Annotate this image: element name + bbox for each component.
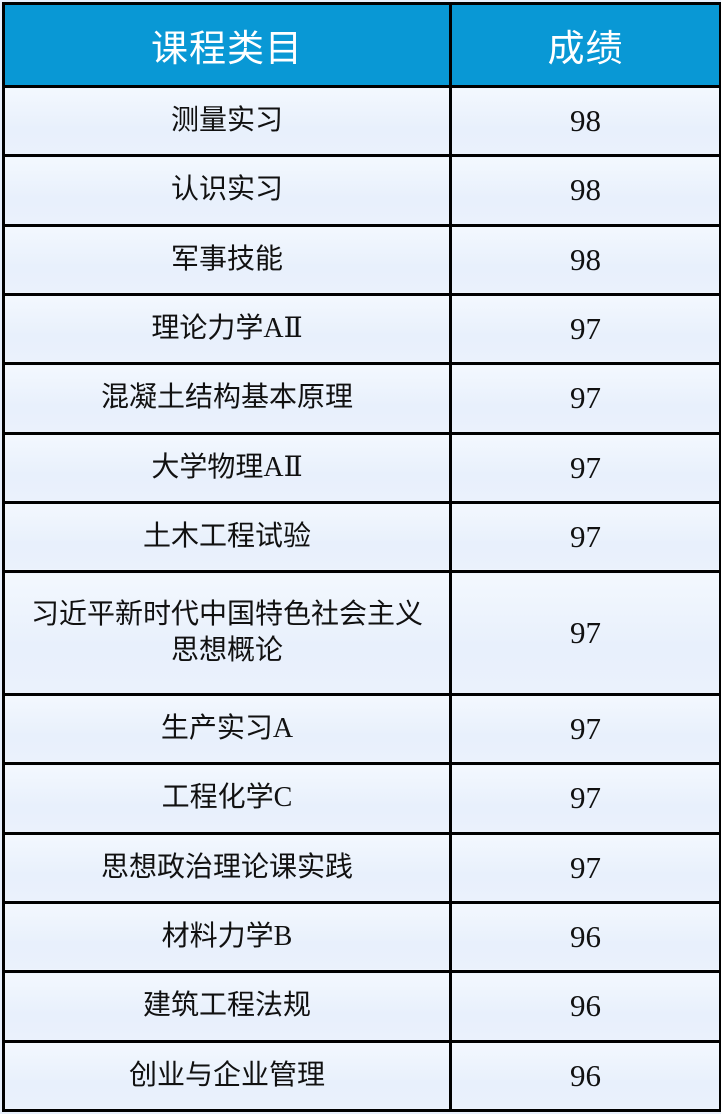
- course-cell: 建筑工程法规: [2, 970, 452, 1043]
- score-cell: 97: [449, 500, 721, 574]
- score-cell: 96: [449, 1039, 721, 1113]
- table-row: 习近平新时代中国特色社会主义思想概论 97: [2, 570, 721, 696]
- table-row: 测量实习 98: [2, 84, 721, 158]
- score-cell: 97: [449, 570, 721, 696]
- table-row: 理论力学AⅡ 97: [2, 292, 721, 366]
- course-cell: 创业与企业管理: [2, 1039, 452, 1113]
- table-row: 生产实习A 97: [2, 692, 721, 766]
- score-cell: 97: [449, 431, 721, 504]
- table-row: 创业与企业管理 96: [2, 1039, 721, 1113]
- course-cell: 生产实习A: [2, 692, 452, 766]
- table-row: 建筑工程法规 96: [2, 970, 721, 1043]
- course-cell: 测量实习: [2, 84, 452, 158]
- score-cell: 98: [449, 84, 721, 158]
- course-cell: 大学物理AⅡ: [2, 431, 452, 504]
- course-cell: 认识实习: [2, 154, 452, 227]
- column-header-course: 课程类目: [2, 2, 452, 88]
- table-row: 大学物理AⅡ 97: [2, 431, 721, 504]
- table-body: 测量实习 98 认识实习 98 军事技能 98 理论力学AⅡ 97 混凝土结构基本原理 97 大学物…: [2, 84, 721, 1113]
- course-cell: 习近平新时代中国特色社会主义思想概论: [2, 570, 452, 696]
- score-cell: 98: [449, 223, 721, 296]
- table-row: 军事技能 98: [2, 223, 721, 296]
- course-cell: 思想政治理论课实践: [2, 831, 452, 904]
- score-cell: 97: [449, 292, 721, 366]
- course-cell: 土木工程试验: [2, 500, 452, 574]
- table-row: 思想政治理论课实践 97: [2, 831, 721, 904]
- table-header-row: 课程类目 成绩: [2, 2, 721, 88]
- course-cell: 理论力学AⅡ: [2, 292, 452, 366]
- column-header-score: 成绩: [449, 2, 721, 88]
- score-cell: 98: [449, 154, 721, 227]
- score-cell: 97: [449, 762, 721, 835]
- score-cell: 97: [449, 362, 721, 435]
- score-cell: 97: [449, 692, 721, 766]
- table-row: 材料力学B 96: [2, 900, 721, 974]
- table-row: 认识实习 98: [2, 154, 721, 227]
- course-cell: 军事技能: [2, 223, 452, 296]
- course-cell: 材料力学B: [2, 900, 452, 974]
- score-cell: 96: [449, 900, 721, 974]
- table-row: 土木工程试验 97: [2, 500, 721, 574]
- course-cell: 工程化学C: [2, 762, 452, 835]
- score-cell: 96: [449, 970, 721, 1043]
- table-row: 混凝土结构基本原理 97: [2, 362, 721, 435]
- score-cell: 97: [449, 831, 721, 904]
- course-cell: 混凝土结构基本原理: [2, 362, 452, 435]
- table-row: 工程化学C 97: [2, 762, 721, 835]
